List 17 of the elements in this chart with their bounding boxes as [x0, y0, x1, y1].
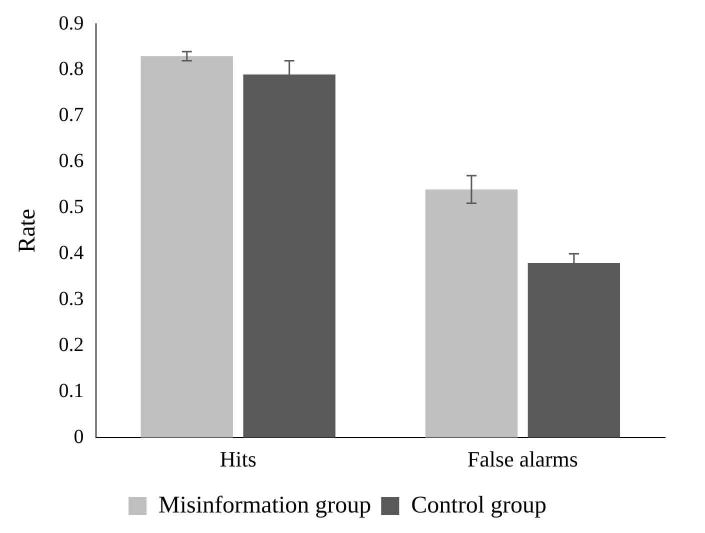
x-tick-label: False alarms — [467, 446, 578, 472]
y-axis-title: Rate — [14, 208, 41, 253]
y-tick-label: 0.5 — [58, 196, 84, 218]
y-tick-label: 0.6 — [58, 150, 84, 172]
y-tick-label: 0.7 — [58, 104, 84, 126]
x-tick-label: Hits — [220, 446, 256, 472]
y-tick-label: 0.1 — [58, 380, 84, 402]
legend-label: Misinformation group — [158, 492, 372, 518]
y-tick-label: 0.3 — [58, 288, 84, 310]
y-tick-label: 0.4 — [58, 242, 84, 264]
y-tick-label: 0.8 — [58, 58, 84, 80]
y-tick-label: 0 — [74, 426, 84, 448]
bar — [140, 56, 233, 438]
y-tick-label: 0.2 — [58, 334, 84, 356]
y-tick-label: 0.9 — [58, 12, 84, 34]
legend-label: Control group — [411, 492, 546, 518]
bar — [425, 189, 518, 438]
